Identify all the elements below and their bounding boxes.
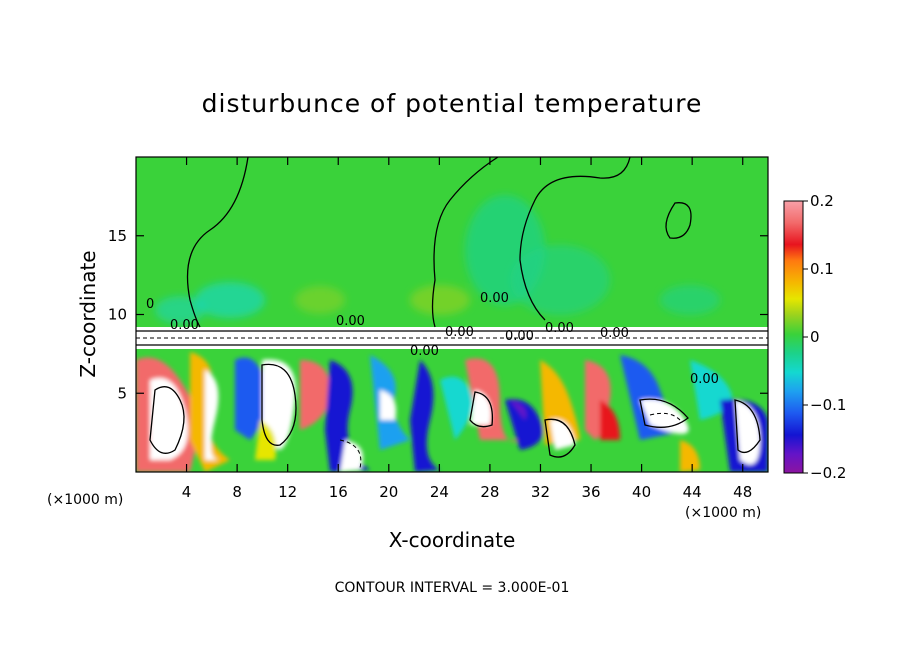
y-tick-label: 10 [108, 306, 127, 324]
heatmap-field [136, 157, 768, 472]
x-tick-label: 20 [379, 483, 398, 501]
contour-labels: 0.00 0.00 0.00 0.00 0.00 0.00 0.00 0.00 … [146, 291, 719, 387]
contour-label: 0.00 [445, 325, 474, 340]
x-tick-label: 24 [430, 483, 449, 501]
colorbar-ticks: 0.2 0.1 0 −0.1 −0.2 [803, 192, 846, 482]
contour-label: 0.00 [505, 329, 534, 344]
y-axis-label: Z-coordinate [76, 250, 100, 377]
contour-label: 0.00 [410, 344, 439, 359]
colorbar-tick-label: 0.1 [810, 260, 834, 278]
x-axis: 4 8 12 16 20 24 28 32 36 40 44 48 [182, 157, 752, 501]
x-tick-label: 36 [581, 483, 600, 501]
contour-label: 0 [146, 297, 154, 312]
x-tick-label: 44 [683, 483, 702, 501]
contour-label: 0.00 [545, 321, 574, 336]
x-tick-label: 48 [733, 483, 752, 501]
x-tick-label: 8 [232, 483, 242, 501]
z-unit-label: (×1000 m) [47, 492, 123, 508]
colorbar-tick-label: −0.2 [810, 464, 846, 482]
x-axis-label: X-coordinate [389, 528, 516, 552]
x-tick-label: 32 [531, 483, 550, 501]
colorbar-tick-label: −0.1 [810, 396, 846, 414]
y-tick-label: 15 [108, 227, 127, 245]
x-tick-label: 12 [278, 483, 297, 501]
x-tick-label: 28 [480, 483, 499, 501]
contour-interval-note: CONTOUR INTERVAL = 3.000E-01 [335, 580, 570, 596]
colorbar-tick-label: 0 [810, 328, 820, 346]
colorbar [783, 200, 804, 474]
y-axis: 5 10 15 [108, 227, 768, 402]
contour-label: 0.00 [600, 326, 629, 341]
x-unit-label: (×1000 m) [685, 505, 761, 521]
contour-label: 0.00 [690, 372, 719, 387]
colorbar-tick-label: 0.2 [810, 192, 834, 210]
contour-label: 0.00 [170, 318, 199, 333]
y-tick-label: 5 [117, 384, 127, 402]
x-tick-label: 16 [329, 483, 348, 501]
chart-title: disturbunce of potential temperature [202, 89, 703, 118]
contour-label: 0.00 [336, 314, 365, 329]
x-tick-label: 40 [632, 483, 651, 501]
contour-label: 0.00 [480, 291, 509, 306]
x-tick-label: 4 [182, 483, 192, 501]
